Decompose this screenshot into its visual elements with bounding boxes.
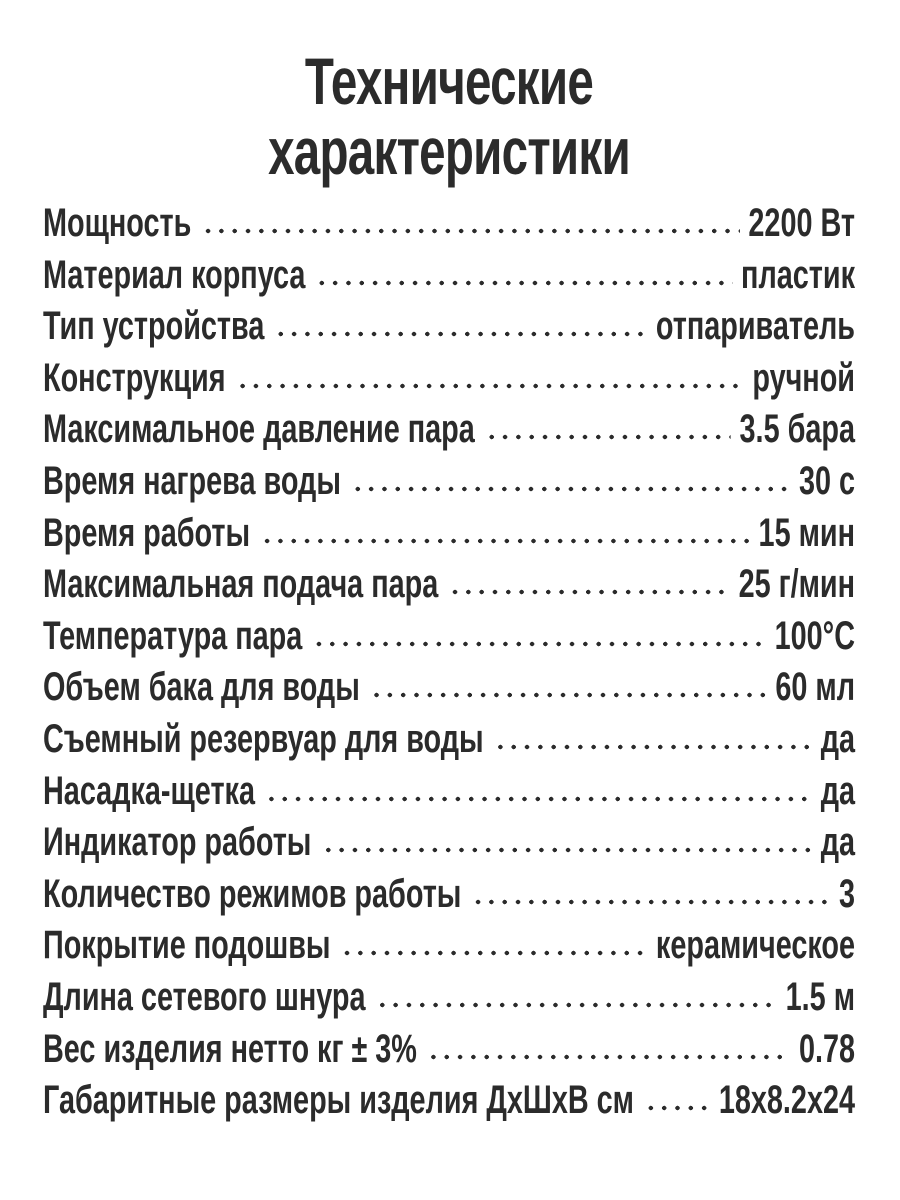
spec-row: Насадка-щетка да <box>43 766 855 818</box>
spec-label: Длина сетевого шнура <box>43 974 366 1019</box>
spec-value: 30 с <box>798 458 856 503</box>
spec-value: 2200 Вт <box>748 201 856 245</box>
spec-value: пластик <box>741 252 856 297</box>
spec-row: Время работы 15 мин <box>43 508 855 560</box>
spec-list: Мощность 2200 Вт Материал корпуса пласти… <box>43 198 855 1127</box>
spec-label: Материал корпуса <box>43 252 306 297</box>
spec-value: ручной <box>752 355 856 400</box>
spec-label: Съемный резервуар для воды <box>43 716 484 761</box>
spec-row: Габаритные размеры изделия ДхШхВ см 18х8… <box>43 1075 855 1127</box>
spec-label: Максимальное давление пара <box>43 407 475 452</box>
spec-label: Вес изделия нетто кг ± 3% <box>43 1026 417 1071</box>
spec-label: Насадка-щетка <box>43 768 255 813</box>
dot-leader <box>644 1103 711 1114</box>
dot-leader <box>351 483 791 494</box>
dot-leader <box>321 845 813 856</box>
spec-row: Длина сетевого шнура 1.5 м <box>43 972 855 1024</box>
spec-label: Объем бака для воды <box>43 665 360 710</box>
spec-row: Материал корпуса пластик <box>43 250 855 302</box>
page-title-line2: характеристики <box>268 114 631 188</box>
spec-value: керамическое <box>655 923 856 968</box>
spec-row: Максимальное давление пара 3.5 бара <box>43 404 855 456</box>
dot-leader <box>426 1051 791 1062</box>
spec-label: Время нагрева воды <box>43 458 341 503</box>
dot-leader <box>375 999 778 1010</box>
spec-row: Температура пара 100°C <box>43 611 855 663</box>
spec-row: Время нагрева воды 30 с <box>43 456 855 508</box>
dot-leader <box>265 793 813 804</box>
spec-value: 15 мин <box>758 510 856 555</box>
spec-value: 3.5 бара <box>739 407 856 452</box>
spec-row: Индикатор работы да <box>43 817 855 869</box>
spec-row: Съемный резервуар для воды да <box>43 714 855 766</box>
dot-leader <box>235 380 744 391</box>
spec-label: Покрытие подошвы <box>43 923 331 968</box>
spec-row: Вес изделия нетто кг ± 3% 0.78 <box>43 1024 855 1076</box>
spec-row: Мощность 2200 Вт <box>43 198 855 250</box>
spec-value: 25 г/мин <box>738 562 856 607</box>
spec-label: Максимальная подача пара <box>43 562 439 607</box>
dot-leader <box>471 896 831 907</box>
spec-value: 60 мл <box>775 665 856 710</box>
page-title-line1: Технические <box>304 44 594 118</box>
spec-label: Тип устройства <box>43 304 265 349</box>
spec-value: 0.78 <box>798 1026 856 1071</box>
spec-value: 3 <box>838 871 856 916</box>
dot-leader <box>369 690 767 701</box>
spec-value: отпариватель <box>655 304 856 349</box>
spec-row: Максимальная подача пара 25 г/мин <box>43 559 855 611</box>
dot-leader <box>493 741 813 752</box>
dot-leader <box>260 535 750 546</box>
dot-leader <box>274 329 648 340</box>
spec-row: Покрытие подошвы керамическое <box>43 920 855 972</box>
spec-value: да <box>820 768 856 813</box>
spec-value: да <box>820 820 856 865</box>
spec-row: Объем бака для воды 60 мл <box>43 662 855 714</box>
spec-sheet-page: Технические характеристики Мощность 2200… <box>43 46 855 1127</box>
spec-label: Мощность <box>43 201 192 245</box>
spec-row: Тип устройства отпариватель <box>43 301 855 353</box>
spec-row: Количество режимов работы 3 <box>43 869 855 921</box>
dot-leader <box>315 277 733 288</box>
dot-leader <box>201 226 740 236</box>
spec-value: 100°C <box>774 613 856 658</box>
dot-leader <box>484 432 731 443</box>
spec-label: Конструкция <box>43 355 226 400</box>
dot-leader <box>312 638 766 649</box>
spec-label: Время работы <box>43 510 251 555</box>
spec-value: 1.5 м <box>785 974 856 1019</box>
page-title: Технические характеристики <box>43 46 855 186</box>
dot-leader <box>448 587 730 598</box>
content-column: Технические характеристики Мощность 2200… <box>43 46 855 1127</box>
spec-label: Температура пара <box>43 613 303 658</box>
spec-row: Конструкция ручной <box>43 353 855 405</box>
dot-leader <box>340 948 648 959</box>
spec-value: 18х8.2х24 <box>718 1078 856 1123</box>
spec-label: Габаритные размеры изделия ДхШхВ см <box>43 1078 634 1123</box>
spec-label: Индикатор работы <box>43 820 312 865</box>
spec-value: да <box>820 716 856 761</box>
spec-label: Количество режимов работы <box>43 871 462 916</box>
